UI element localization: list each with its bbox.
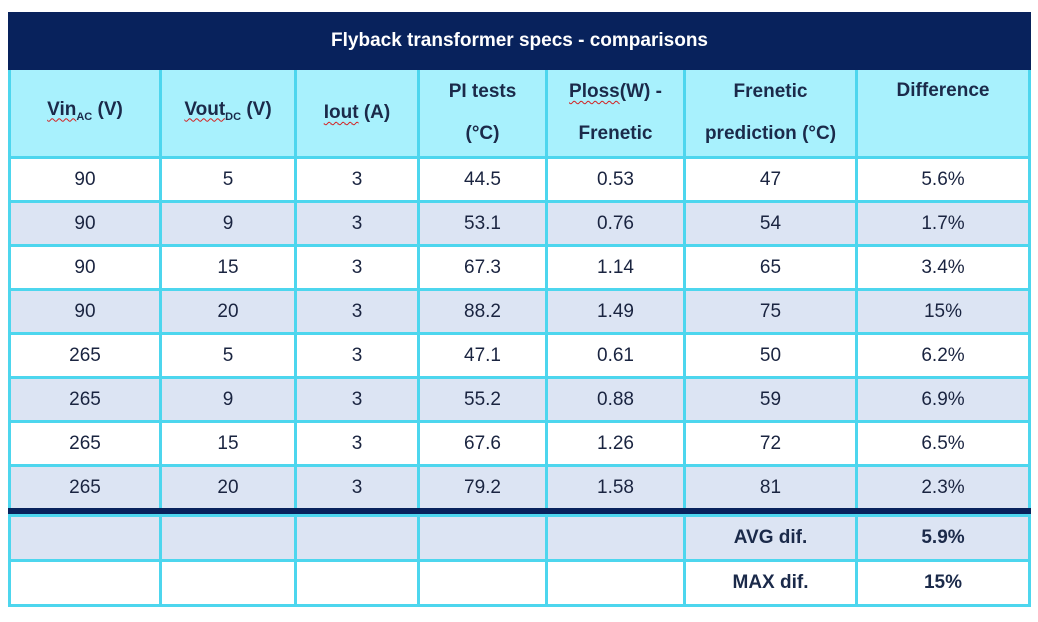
cell-difference: 5.6% (854, 156, 1032, 203)
cell-frenetic-prediction: 72 (683, 420, 858, 467)
table-row: 265 15 3 67.6 1.26 72 6.5% (8, 420, 1032, 467)
table-row: 90 15 3 67.3 1.14 65 3.4% (8, 244, 1032, 291)
max-value: 15% (854, 559, 1032, 607)
table-row: 265 9 3 55.2 0.88 59 6.9% (8, 376, 1032, 423)
cell-vin: 90 (8, 200, 162, 247)
cell-pi-test: 67.3 (417, 244, 548, 291)
cell-difference: 15% (854, 288, 1032, 335)
cell-vout: 9 (159, 200, 297, 247)
cell-vout: 5 (159, 156, 297, 203)
cell-ploss: 0.88 (545, 376, 686, 423)
cell-vin: 90 (8, 244, 162, 291)
max-label: MAX dif. (683, 559, 858, 607)
specs-table: Flyback transformer specs - comparisons … (7, 12, 1032, 607)
avg-value: 5.9% (854, 514, 1032, 562)
cell-iout: 3 (294, 420, 420, 467)
cell-vout: 20 (159, 288, 297, 335)
cell-pi-test: 88.2 (417, 288, 548, 335)
cell-ploss: 1.49 (545, 288, 686, 335)
cell-difference: 6.5% (854, 420, 1032, 467)
cell-difference: 6.9% (854, 376, 1032, 423)
cell-difference: 3.4% (854, 244, 1032, 291)
cell-ploss: 0.53 (545, 156, 686, 203)
cell-vout: 15 (159, 420, 297, 467)
cell-frenetic-prediction: 47 (683, 156, 858, 203)
cell-vin: 265 (8, 464, 162, 513)
cell-vout: 15 (159, 244, 297, 291)
table-row: 90 20 3 88.2 1.49 75 15% (8, 288, 1032, 335)
cell-iout: 3 (294, 244, 420, 291)
cell-vin: 265 (8, 376, 162, 423)
cell-ploss: 1.14 (545, 244, 686, 291)
cell-difference: 2.3% (854, 464, 1032, 513)
comparison-table-container: Flyback transformer specs - comparisons … (7, 12, 1032, 607)
header-pi-tests: PI tests (°C) (417, 67, 548, 159)
cell-iout: 3 (294, 332, 420, 379)
table-row: 265 20 3 79.2 1.58 81 2.3% (8, 464, 1032, 513)
vin-label: VinAC (47, 98, 93, 123)
table-row: 90 9 3 53.1 0.76 54 1.7% (8, 200, 1032, 247)
cell-ploss: 1.58 (545, 464, 686, 513)
cell-frenetic-prediction: 65 (683, 244, 858, 291)
cell-pi-test: 55.2 (417, 376, 548, 423)
cell-vin: 265 (8, 420, 162, 467)
cell-iout: 3 (294, 200, 420, 247)
table-row: 265 5 3 47.1 0.61 50 6.2% (8, 332, 1032, 379)
cell-pi-test: 79.2 (417, 464, 548, 513)
data-rows: 90 5 3 44.5 0.53 47 5.6% 90 9 3 53.1 0.76 54 1.7% 90 15… (8, 156, 1032, 513)
cell-iout: 3 (294, 288, 420, 335)
header-iout: Iout (A) (294, 67, 420, 159)
header-vin: VinAC (V) (8, 67, 162, 159)
cell-pi-test: 67.6 (417, 420, 548, 467)
cell-vout: 5 (159, 332, 297, 379)
header-row: VinAC (V) VoutDC (V) Iout (A) PI tests (°… (8, 67, 1032, 159)
header-vout: VoutDC (V) (159, 67, 297, 159)
header-frenetic-prediction: Frenetic prediction (°C) (683, 67, 858, 159)
cell-vin: 265 (8, 332, 162, 379)
cell-ploss: 0.61 (545, 332, 686, 379)
cell-iout: 3 (294, 376, 420, 423)
cell-ploss: 1.26 (545, 420, 686, 467)
max-row: MAX dif. 15% (8, 559, 1032, 607)
cell-vin: 90 (8, 288, 162, 335)
vout-label: VoutDC (184, 98, 242, 123)
cell-ploss: 0.76 (545, 200, 686, 247)
cell-vout: 9 (159, 376, 297, 423)
cell-frenetic-prediction: 54 (683, 200, 858, 247)
cell-vin: 90 (8, 156, 162, 203)
header-ploss: Ploss(W) - Frenetic (545, 67, 686, 159)
cell-iout: 3 (294, 464, 420, 513)
cell-frenetic-prediction: 75 (683, 288, 858, 335)
summary-separator (8, 508, 1032, 517)
cell-frenetic-prediction: 59 (683, 376, 858, 423)
cell-pi-test: 44.5 (417, 156, 548, 203)
cell-difference: 1.7% (854, 200, 1032, 247)
cell-difference: 6.2% (854, 332, 1032, 379)
cell-frenetic-prediction: 50 (683, 332, 858, 379)
avg-row: AVG dif. 5.9% (8, 514, 1032, 562)
cell-frenetic-prediction: 81 (683, 464, 858, 513)
table-row: 90 5 3 44.5 0.53 47 5.6% (8, 156, 1032, 203)
cell-pi-test: 47.1 (417, 332, 548, 379)
cell-pi-test: 53.1 (417, 200, 548, 247)
header-difference: Difference (854, 67, 1032, 159)
cell-iout: 3 (294, 156, 420, 203)
avg-label: AVG dif. (683, 514, 858, 562)
cell-vout: 20 (159, 464, 297, 513)
table-title: Flyback transformer specs - comparisons (7, 12, 1032, 70)
